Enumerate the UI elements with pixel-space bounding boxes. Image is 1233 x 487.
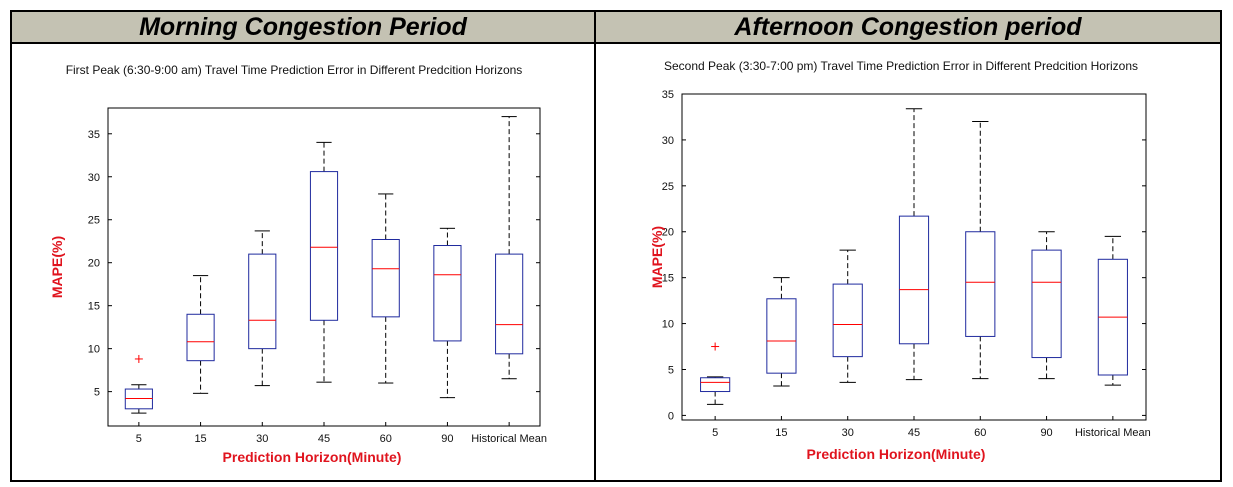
y-tick-label: 15 [662,273,674,285]
x-axis-label: Prediction Horizon(Minute) [223,449,402,465]
x-tick-label: 45 [908,427,920,439]
morning-panel-header: Morning Congestion Period [12,12,594,44]
y-tick-label: 30 [662,135,674,147]
x-tick-label: 15 [194,433,206,445]
y-tick-label: 10 [88,344,100,356]
y-tick-label: 5 [94,387,100,399]
y-tick-label: 0 [668,410,674,422]
x-tick-label: 30 [256,433,268,445]
iqr-box [186,313,215,362]
iqr-box [495,253,524,355]
x-tick-label: 90 [1040,427,1052,439]
afternoon-panel-header: Afternoon Congestion period [596,12,1220,44]
morning-boxplot-chart: First Peak (6:30-9:00 am) Travel Time Pr… [49,63,547,465]
panel-divider [594,12,596,480]
x-tick-label: Historical Mean [471,433,547,445]
y-tick-label: 35 [88,129,100,141]
y-tick-label: 5 [668,364,674,376]
iqr-box [700,377,731,393]
iqr-box [371,238,400,318]
y-axis-label: MAPE(%) [49,236,65,298]
y-tick-label: 15 [88,301,100,313]
x-tick-label: 45 [318,433,330,445]
x-tick-label: 60 [974,427,986,439]
iqr-box [433,245,462,342]
iqr-box [898,215,930,345]
y-tick-label: 25 [88,215,100,227]
y-tick-label: 30 [88,172,100,184]
iqr-box [766,298,797,374]
x-axis-label: Prediction Horizon(Minute) [807,446,986,462]
iqr-box [965,231,996,337]
iqr-box [1031,249,1062,359]
y-tick-label: 25 [662,181,674,193]
y-tick-label: 20 [88,258,100,270]
afternoon-panel-title: Afternoon Congestion period [734,12,1082,41]
x-tick-label: 5 [712,427,718,439]
chart-title: First Peak (6:30-9:00 am) Travel Time Pr… [66,63,523,77]
chart-title: Second Peak (3:30-7:00 pm) Travel Time P… [664,59,1138,73]
x-tick-label: 15 [775,427,787,439]
y-tick-label: 35 [662,89,674,101]
x-tick-label: 5 [136,433,142,445]
morning-panel-title: Morning Congestion Period [139,12,467,41]
iqr-box [248,253,277,350]
iqr-box [309,171,339,321]
x-tick-label: Historical Mean [1075,427,1151,439]
figure-frame: Morning Congestion Period Afternoon Cong… [10,10,1222,482]
y-axis-label: MAPE(%) [649,226,665,288]
x-tick-label: 90 [441,433,453,445]
y-tick-label: 10 [662,319,674,331]
x-tick-label: 60 [380,433,392,445]
y-tick-label: 20 [662,227,674,239]
iqr-box [832,283,863,358]
afternoon-boxplot-chart: Second Peak (3:30-7:00 pm) Travel Time P… [649,59,1151,462]
x-tick-label: 30 [842,427,854,439]
